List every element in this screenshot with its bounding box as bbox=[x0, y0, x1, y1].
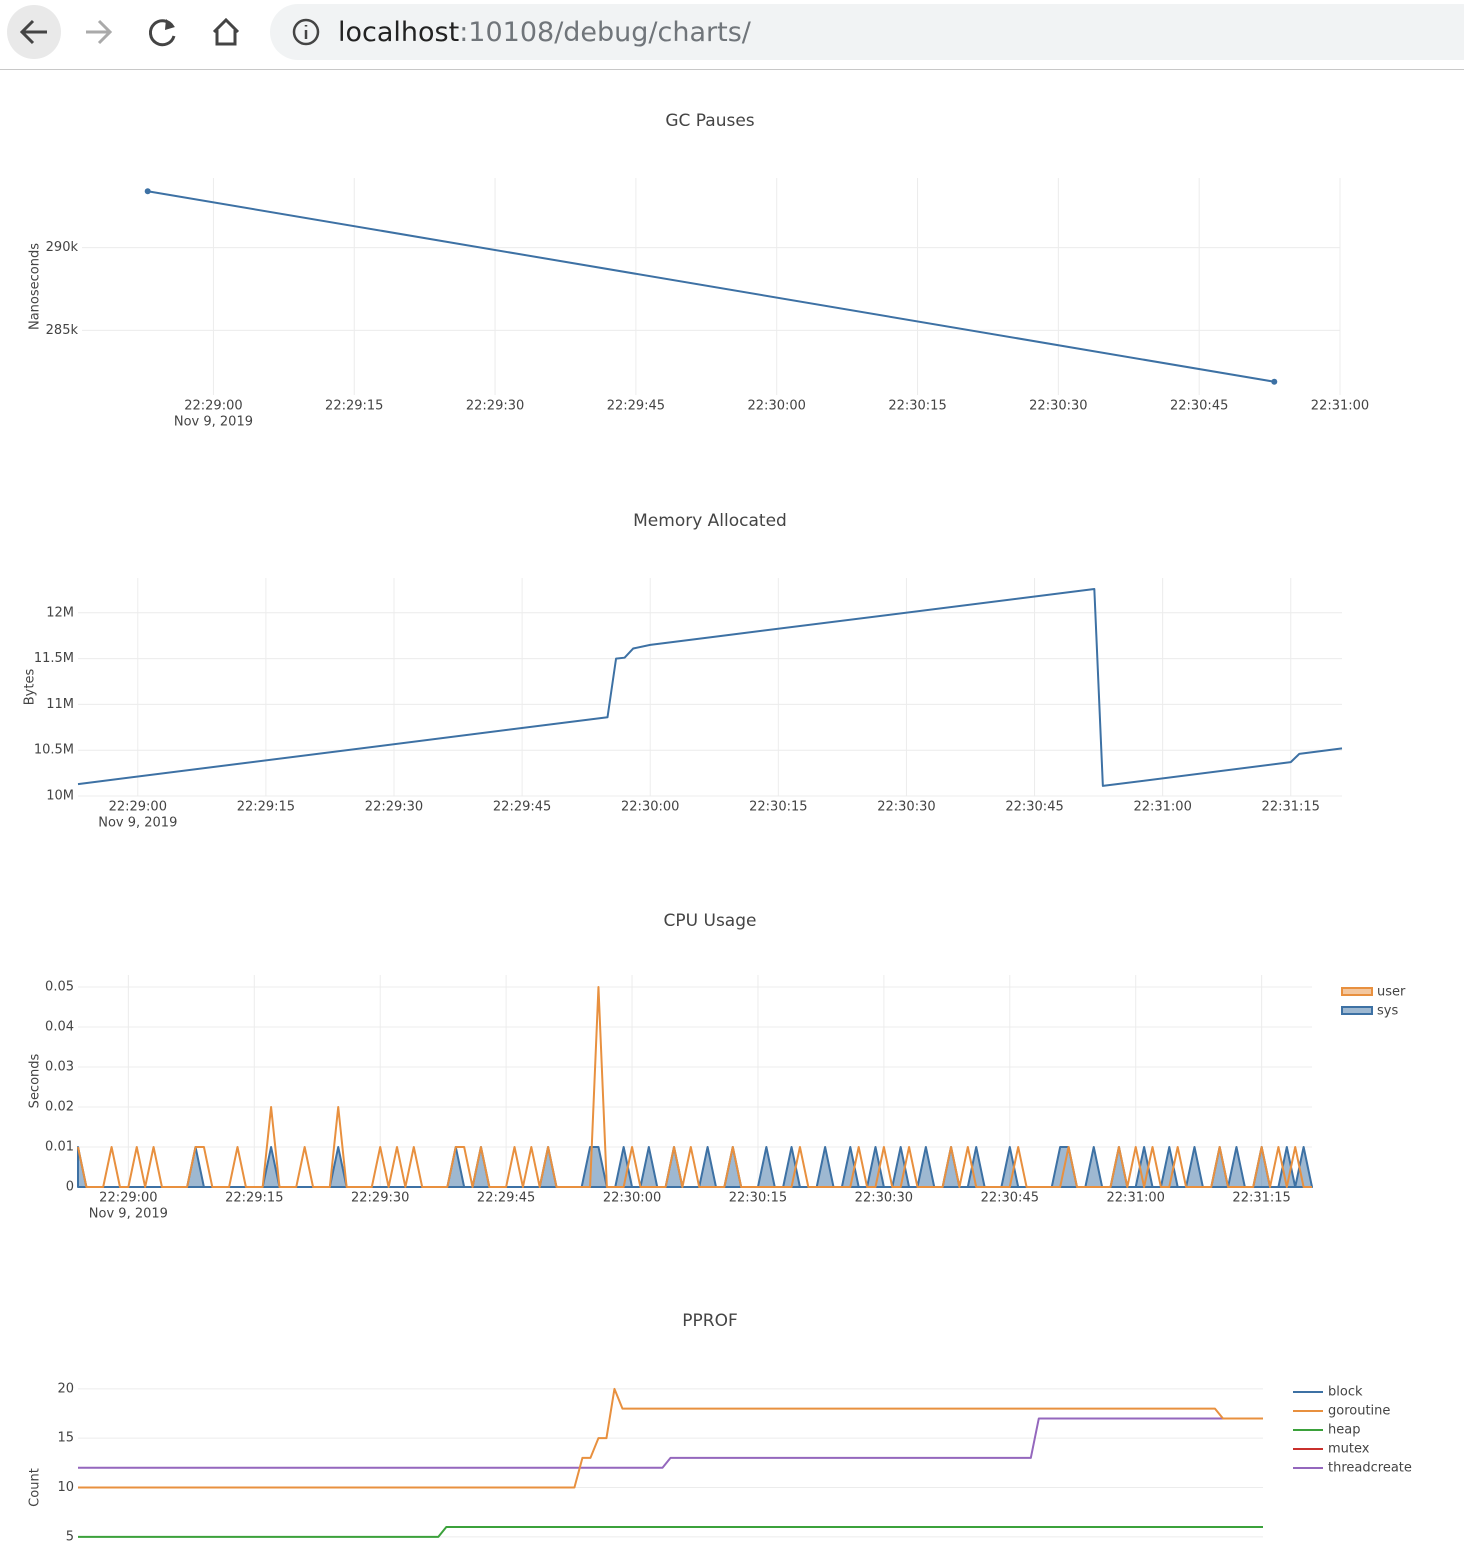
legend-label: block bbox=[1328, 1385, 1363, 1400]
y-tick-label: 0.04 bbox=[45, 1020, 74, 1035]
x-tick-label: 22:29:00 bbox=[184, 399, 242, 414]
x-tick-label: 22:30:00 bbox=[621, 800, 679, 815]
x-tick-label: 22:31:00 bbox=[1107, 1191, 1165, 1206]
x-tick-label: 22:31:15 bbox=[1262, 800, 1320, 815]
x-tick-label: 22:30:30 bbox=[877, 800, 935, 815]
y-tick-label: 0.05 bbox=[45, 980, 74, 995]
y-tick-label: 10.5M bbox=[34, 743, 74, 758]
series-line bbox=[78, 1387, 1263, 1489]
address-bar[interactable] bbox=[270, 4, 1464, 60]
point bbox=[144, 188, 151, 195]
legend-label: user bbox=[1377, 985, 1406, 1000]
series-line bbox=[77, 986, 1312, 1188]
chart: Memory Allocated 10M 10.5M 11M 11.5M 12M 22:29… bbox=[23, 511, 1343, 831]
x-tick-label: 22:31:15 bbox=[1232, 1191, 1290, 1206]
x-tick-label: 22:30:15 bbox=[749, 800, 807, 815]
url-path: :10108/debug/charts/ bbox=[459, 17, 752, 48]
y-tick-label: 10M bbox=[46, 789, 74, 804]
url-host: localhost bbox=[338, 17, 459, 48]
y-tick-label: 0 bbox=[66, 1180, 74, 1195]
info-icon[interactable] bbox=[292, 18, 320, 46]
chart: PPROF 5 10 15 20 Count block goroutine heap mutex… bbox=[28, 1311, 1412, 1544]
x-tick-label: 22:29:30 bbox=[351, 1191, 409, 1206]
home-button[interactable] bbox=[212, 17, 240, 46]
legend-label: threadcreate bbox=[1328, 1461, 1412, 1476]
series-line bbox=[78, 1525, 1263, 1538]
x-tick-label: 22:30:00 bbox=[748, 399, 806, 414]
legend-label: heap bbox=[1328, 1423, 1360, 1438]
legend-label: goroutine bbox=[1328, 1404, 1390, 1419]
y-tick-label: 0.01 bbox=[45, 1140, 74, 1155]
series-line bbox=[77, 587, 1343, 787]
y-tick-label: 285k bbox=[46, 323, 79, 338]
x-tick-label: 22:29:45 bbox=[493, 800, 551, 815]
x-tick-label: 22:29:00 bbox=[99, 1191, 157, 1206]
x-tick-label: 22:29:15 bbox=[225, 1191, 283, 1206]
legend-swatch bbox=[1341, 987, 1373, 996]
back-icon bbox=[19, 19, 47, 45]
browser-toolbar: localhost:10108/debug/charts/ bbox=[0, 0, 1464, 70]
x-tick-label: 22:30:45 bbox=[1170, 399, 1228, 414]
y-tick-label: 0.02 bbox=[45, 1100, 74, 1115]
x-tick-label: 22:30:45 bbox=[981, 1191, 1039, 1206]
y-tick-label: 12M bbox=[46, 605, 74, 620]
x-date-label: Nov 9, 2019 bbox=[174, 415, 253, 430]
x-tick-label: 22:30:45 bbox=[1005, 800, 1063, 815]
x-tick-label: 22:30:15 bbox=[729, 1191, 787, 1206]
x-date-label: Nov 9, 2019 bbox=[98, 816, 177, 831]
y-tick-label: 0.03 bbox=[45, 1060, 74, 1075]
y-tick-label: 10 bbox=[57, 1480, 74, 1495]
y-tick-label: 290k bbox=[46, 240, 79, 255]
chart-title: PPROF bbox=[682, 1311, 737, 1331]
chart-title: Memory Allocated bbox=[633, 511, 787, 531]
x-tick-label: 22:31:00 bbox=[1311, 399, 1369, 414]
forward-button[interactable] bbox=[86, 19, 113, 45]
x-tick-label: 22:30:30 bbox=[1029, 399, 1087, 414]
legend-swatch bbox=[1341, 1006, 1373, 1015]
x-tick-label: 22:29:30 bbox=[365, 800, 423, 815]
x-tick-label: 22:30:00 bbox=[603, 1191, 661, 1206]
x-tick-label: 22:29:15 bbox=[237, 800, 295, 815]
y-axis-label: Count bbox=[28, 1468, 43, 1507]
y-axis-label: Nanoseconds bbox=[28, 243, 43, 330]
x-tick-label: 22:29:30 bbox=[466, 399, 524, 414]
chart-title: CPU Usage bbox=[664, 911, 757, 931]
x-tick-label: 22:30:30 bbox=[855, 1191, 913, 1206]
y-tick-label: 15 bbox=[57, 1431, 74, 1446]
x-tick-label: 22:29:15 bbox=[325, 399, 383, 414]
y-tick-label: 5 bbox=[66, 1529, 74, 1544]
y-tick-label: 11M bbox=[46, 697, 74, 712]
point bbox=[1271, 378, 1278, 385]
y-axis-label: Bytes bbox=[23, 669, 38, 706]
reload-arrow bbox=[165, 19, 175, 30]
x-tick-label: 22:29:45 bbox=[477, 1191, 535, 1206]
x-date-label: Nov 9, 2019 bbox=[89, 1207, 168, 1222]
chart: CPU Usage 0 0.01 0.02 0.03 0.04 0.05 22:29:00No… bbox=[28, 911, 1407, 1222]
legend-label: sys bbox=[1377, 1004, 1398, 1019]
x-tick-label: 22:30:15 bbox=[888, 399, 946, 414]
url: localhost:10108/debug/charts/ bbox=[338, 17, 752, 48]
x-tick-label: 22:29:00 bbox=[109, 800, 167, 815]
y-tick-label: 11.5M bbox=[34, 651, 74, 666]
series-line bbox=[78, 1417, 1263, 1469]
chart-title: GC Pauses bbox=[665, 111, 754, 131]
y-axis-label: Seconds bbox=[28, 1053, 43, 1108]
x-tick-label: 22:29:45 bbox=[607, 399, 665, 414]
legend-label: mutex bbox=[1328, 1442, 1370, 1457]
x-tick-label: 22:31:00 bbox=[1133, 800, 1191, 815]
series-line bbox=[147, 190, 1275, 383]
y-tick-label: 20 bbox=[57, 1381, 74, 1396]
